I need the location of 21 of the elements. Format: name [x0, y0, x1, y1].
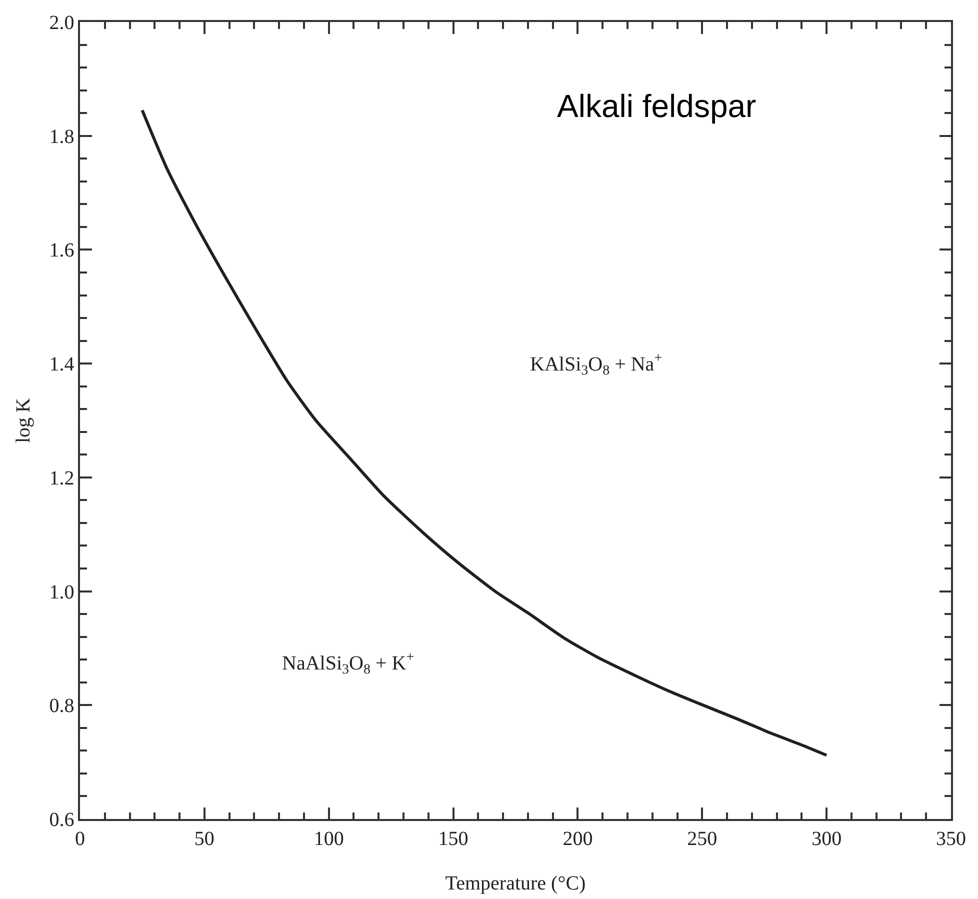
- y-tick-label: 1.2: [49, 467, 74, 490]
- annotation: Alkali feldspar: [557, 88, 757, 124]
- y-axis-title: log K: [12, 397, 34, 443]
- y-tick-label: 0.6: [49, 809, 74, 831]
- x-tick-label: 50: [194, 828, 214, 850]
- x-tick-label: 0: [75, 828, 85, 850]
- x-tick-label: 200: [562, 828, 593, 850]
- x-tick-label: 300: [812, 828, 842, 850]
- annotation: NaAlSi$_{3}$O$_{8}$ + K$^{+}$: [282, 650, 414, 678]
- y-tick-label: 2.0: [49, 12, 74, 34]
- x-tick-label: 250: [687, 828, 718, 850]
- y-tick-label: 1.6: [49, 240, 74, 262]
- x-axis-title: Temperature (°C): [445, 872, 586, 894]
- annotation: KAlSi$_{3}$O$_{8}$ + Na$^{+}$: [530, 351, 662, 379]
- y-tick-label: 1.4: [49, 354, 74, 376]
- y-tick-label: 1.8: [49, 126, 74, 148]
- y-tick-label: 1.0: [49, 581, 74, 604]
- y-tick-label: 0.8: [49, 695, 74, 718]
- x-tick-label: 350: [936, 828, 966, 850]
- x-tick-label: 100: [314, 828, 344, 850]
- x-tick-label: 150: [438, 828, 468, 850]
